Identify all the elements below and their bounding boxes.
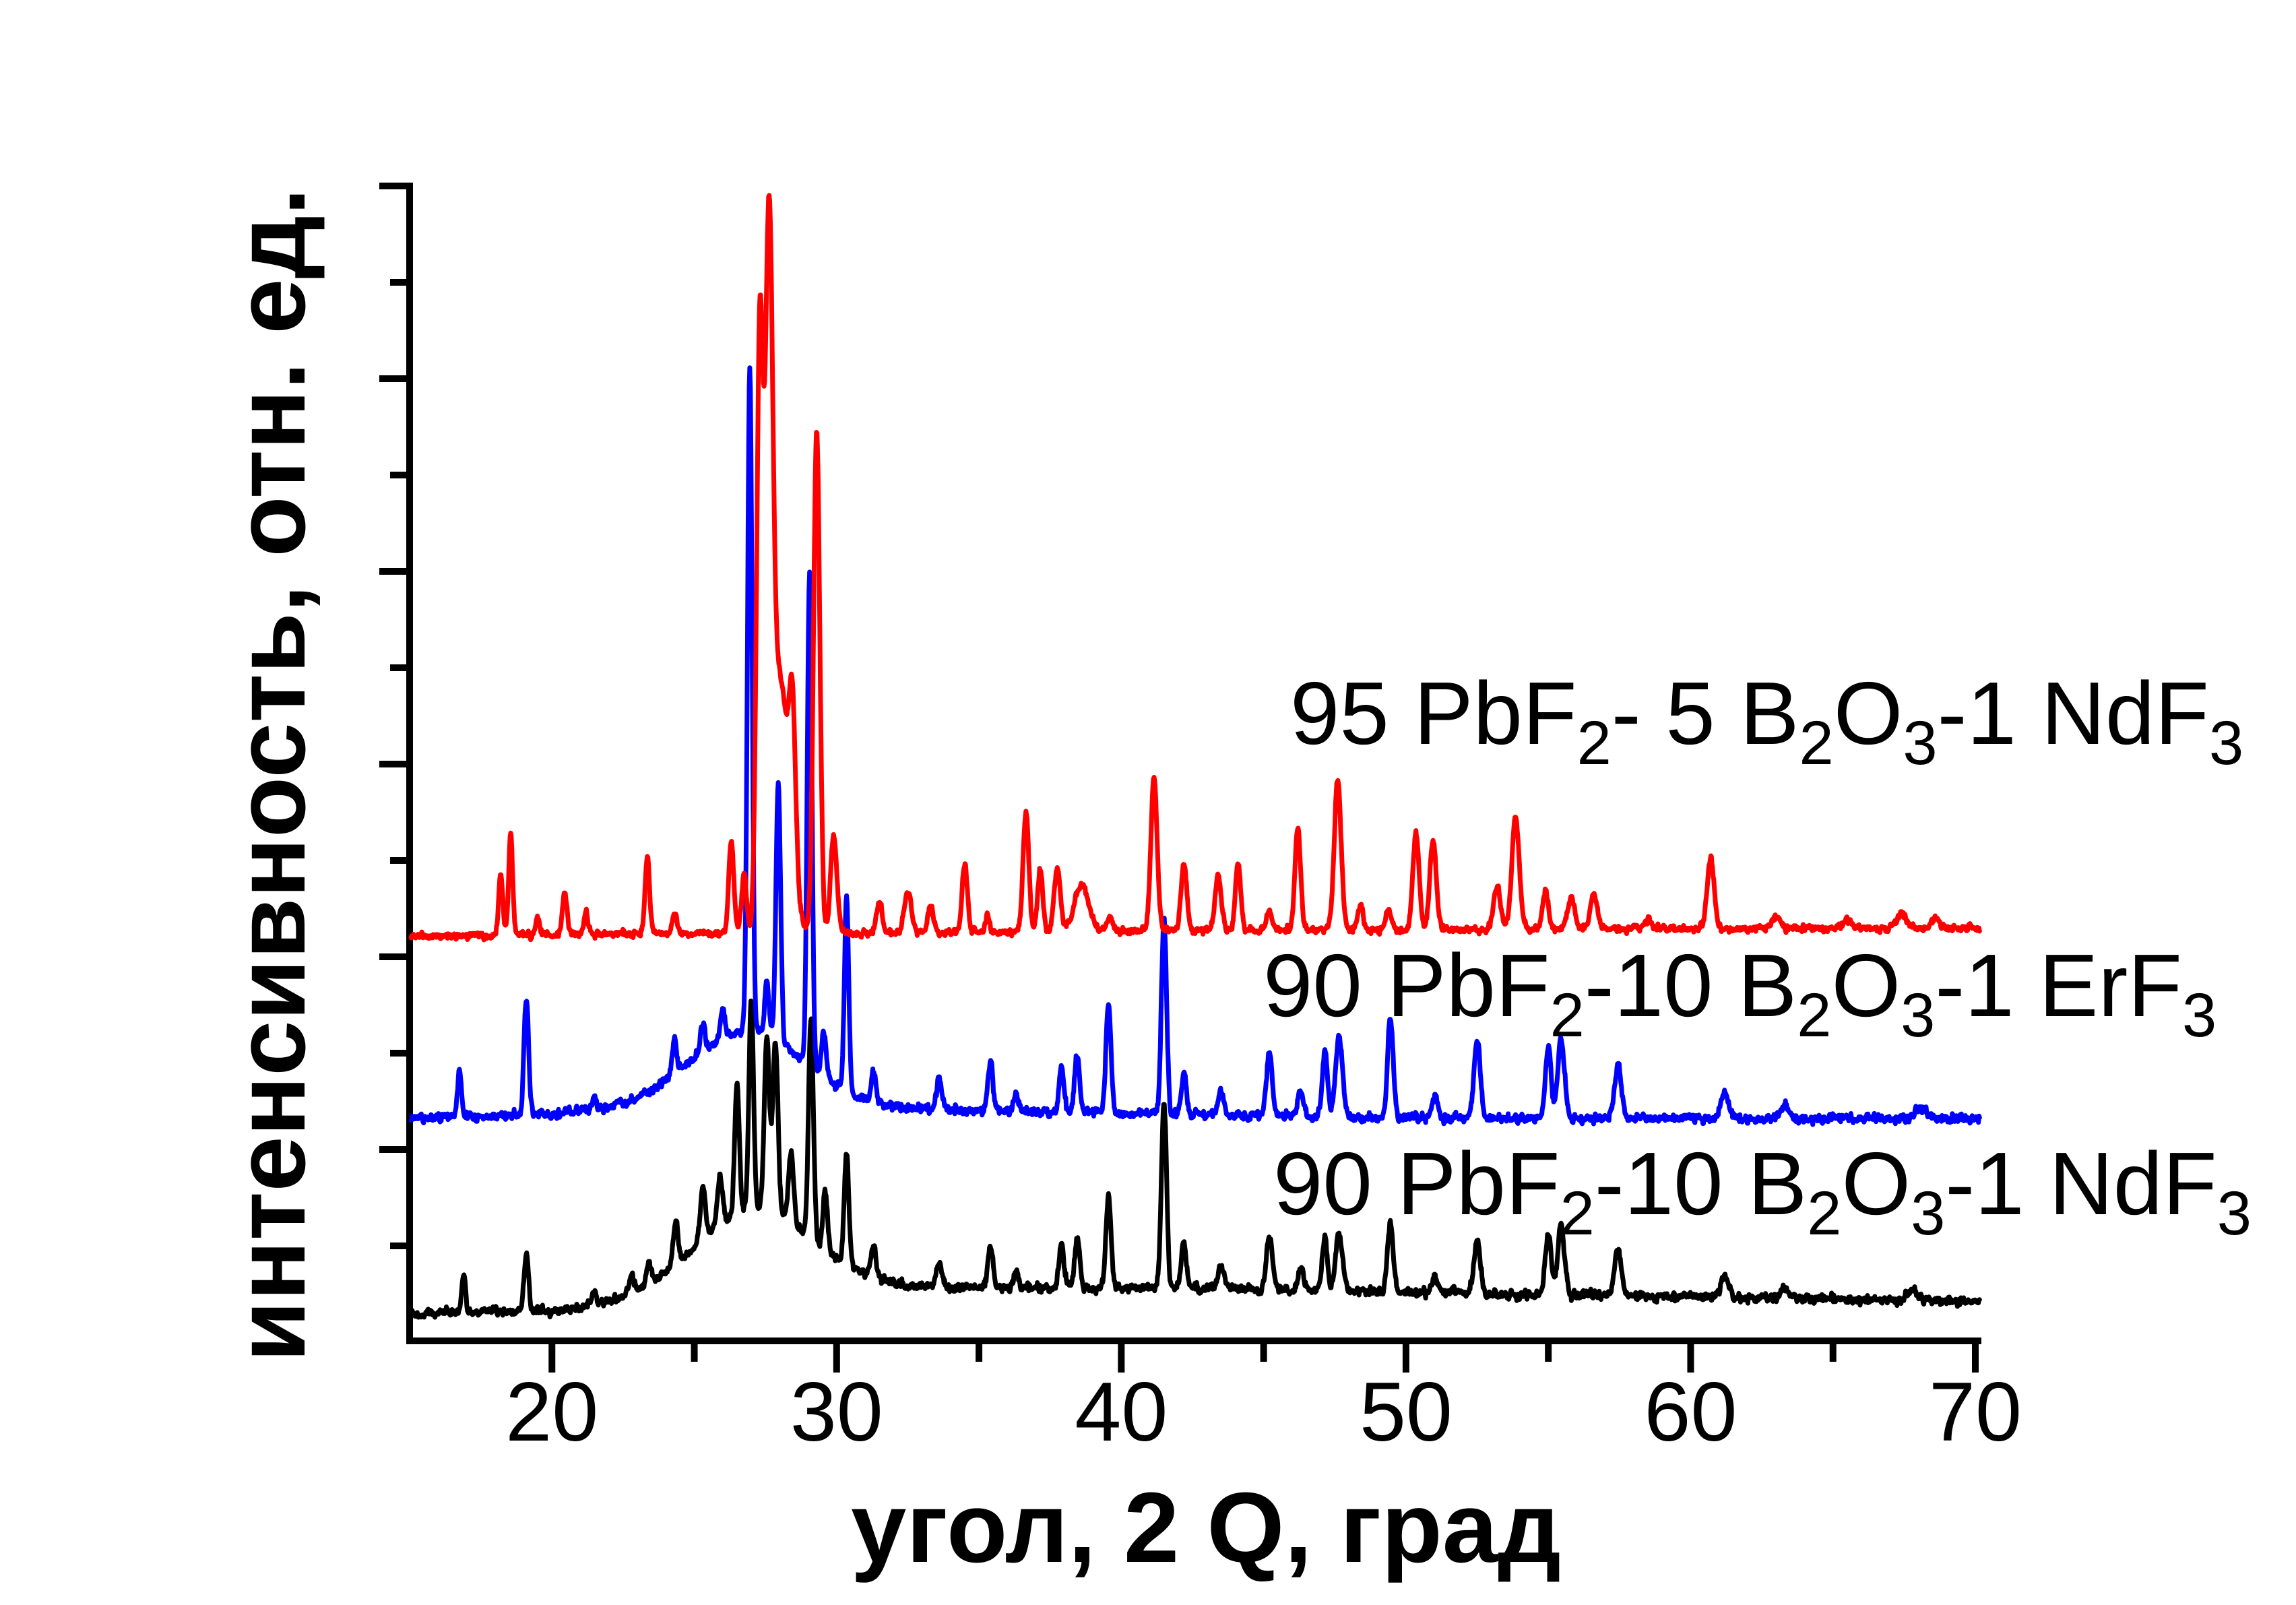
- curve-red: [408, 193, 1982, 943]
- curve-blue: [408, 365, 1982, 1127]
- y-axis-title: интенсивность, отн. ед.: [215, 188, 326, 1362]
- x-tick-label: 70: [1929, 1366, 2022, 1459]
- x-tick-label: 40: [1075, 1366, 1168, 1459]
- legend-label-black: 90 PbF2-10 B2O3-1 NdF3: [1273, 1134, 2252, 1248]
- legend-label-blue: 90 PbF2-10 B2O3-1 ErF3: [1263, 936, 2217, 1050]
- x-tick-label: 60: [1644, 1366, 1737, 1459]
- x-axis-title: угол, 2 Q, град: [851, 1472, 1561, 1583]
- x-tick-label: 20: [505, 1366, 598, 1459]
- curve-black: [408, 999, 1982, 1320]
- x-tick-label: 30: [790, 1366, 883, 1459]
- axes: 20 30 40 50 60 70: [379, 183, 2022, 1459]
- legend-label-red: 95 PbF2- 5 B2O3-1 NdF3: [1290, 664, 2243, 778]
- legend: 95 PbF2- 5 B2O3-1 NdF3 90 PbF2-10 B2O3-1 …: [1263, 664, 2252, 1248]
- curves: [408, 193, 1982, 1320]
- x-tick-label: 50: [1360, 1366, 1453, 1459]
